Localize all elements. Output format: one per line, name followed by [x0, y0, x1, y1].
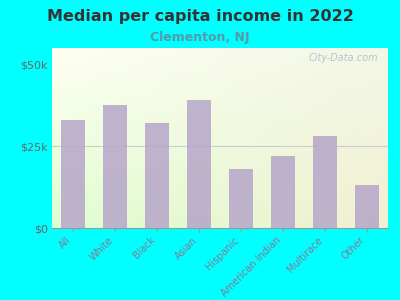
- Bar: [272, 156, 294, 228]
- Text: Clementon, NJ: Clementon, NJ: [150, 32, 250, 44]
- Bar: [230, 169, 252, 228]
- Text: City-Data.com: City-Data.com: [308, 53, 378, 63]
- Bar: [146, 123, 168, 228]
- Bar: [188, 100, 210, 228]
- Text: Median per capita income in 2022: Median per capita income in 2022: [46, 9, 354, 24]
- Bar: [356, 185, 378, 228]
- Bar: [104, 105, 126, 228]
- Bar: [314, 136, 336, 228]
- Bar: [62, 120, 84, 228]
